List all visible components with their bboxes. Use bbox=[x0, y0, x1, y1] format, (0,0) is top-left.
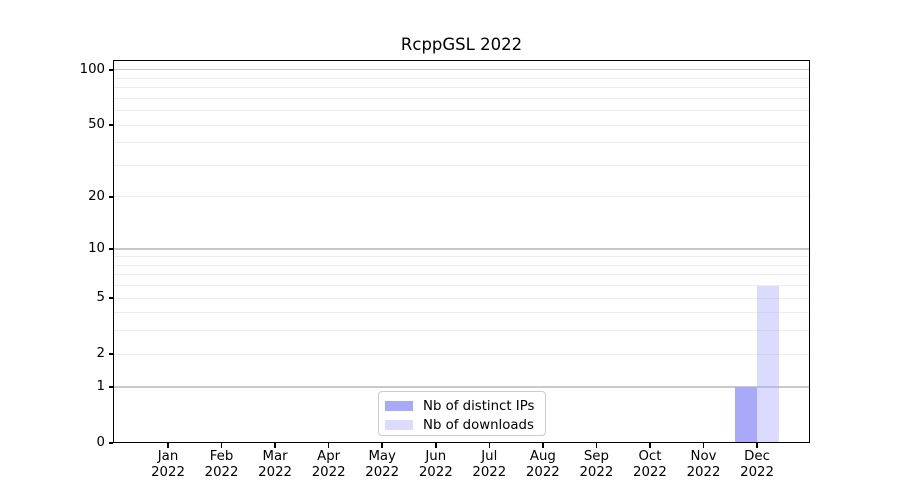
x-tick-label: Jan 2022 bbox=[151, 449, 185, 480]
y-tick-mark bbox=[108, 386, 113, 388]
legend-item-distinct-ips: Nb of distinct IPs bbox=[379, 397, 545, 415]
gridline-minor bbox=[113, 77, 810, 79]
x-tick-mark bbox=[220, 443, 223, 448]
gridline-minor bbox=[113, 274, 810, 276]
y-tick-label: 0 bbox=[96, 435, 105, 450]
gridline-minor bbox=[113, 97, 810, 99]
x-tick-label: Dec 2022 bbox=[740, 449, 774, 480]
x-tick-mark bbox=[702, 443, 705, 448]
gridline-minor bbox=[113, 110, 810, 112]
legend-swatch-distinct-ips bbox=[385, 400, 413, 412]
gridline-minor bbox=[113, 124, 810, 126]
gridline-minor bbox=[113, 312, 810, 314]
x-tick-label: Sep 2022 bbox=[579, 449, 614, 480]
y-tick-mark bbox=[108, 442, 113, 444]
legend: Nb of distinct IPs Nb of downloads bbox=[378, 391, 546, 436]
y-tick-label: 10 bbox=[88, 241, 105, 257]
gridline-major bbox=[113, 248, 810, 250]
chart-title: RcppGSL 2022 bbox=[400, 35, 523, 54]
y-tick-mark bbox=[108, 68, 113, 71]
x-tick-label: Jun 2022 bbox=[418, 449, 453, 480]
y-tick-mark bbox=[108, 124, 113, 126]
y-tick-label: 1 bbox=[96, 378, 105, 394]
y-tick-label: 5 bbox=[96, 290, 105, 306]
y-tick-label: 100 bbox=[79, 61, 105, 77]
gridline-minor bbox=[113, 330, 810, 332]
legend-label-downloads: Nb of downloads bbox=[423, 417, 534, 433]
x-tick-label: Oct 2022 bbox=[633, 449, 667, 480]
gridline-major bbox=[113, 386, 810, 388]
gridline-minor bbox=[113, 256, 810, 258]
plot-area: Nb of distinct IPs Nb of downloads bbox=[113, 60, 810, 443]
gridline-minor bbox=[113, 196, 810, 198]
x-tick-label: Aug 2022 bbox=[525, 449, 560, 480]
x-tick-mark bbox=[649, 443, 651, 448]
x-tick-mark bbox=[756, 443, 758, 448]
y-tick-mark bbox=[108, 297, 113, 299]
y-tick-mark bbox=[108, 248, 113, 250]
legend-swatch-downloads bbox=[385, 419, 413, 431]
gridline-minor bbox=[113, 285, 810, 287]
x-tick-mark bbox=[167, 443, 169, 448]
x-tick-label: May 2022 bbox=[365, 449, 400, 480]
bar-distinct-ips bbox=[735, 386, 758, 443]
legend-label-distinct-ips: Nb of distinct IPs bbox=[423, 398, 535, 414]
gridline-minor bbox=[113, 264, 810, 266]
x-tick-label: Apr 2022 bbox=[311, 449, 346, 480]
y-tick-mark bbox=[108, 353, 113, 355]
gridline-minor bbox=[113, 142, 810, 144]
x-tick-label: Feb 2022 bbox=[204, 449, 239, 480]
x-tick-mark bbox=[274, 443, 276, 448]
x-tick-mark bbox=[488, 443, 491, 448]
x-tick-mark bbox=[327, 443, 330, 448]
bar-downloads bbox=[757, 285, 780, 443]
gridline-minor bbox=[113, 353, 810, 355]
y-tick-label: 20 bbox=[88, 188, 105, 204]
gridline-minor bbox=[113, 87, 810, 89]
y-tick-label: 2 bbox=[96, 346, 105, 362]
x-tick-mark bbox=[381, 443, 383, 448]
x-tick-label: Mar 2022 bbox=[258, 449, 293, 480]
x-tick-label: Nov 2022 bbox=[686, 449, 721, 480]
y-tick-label: 50 bbox=[88, 117, 105, 133]
x-tick-mark bbox=[542, 443, 544, 448]
gridline-minor bbox=[113, 297, 810, 299]
x-tick-mark bbox=[434, 443, 437, 448]
gridline-major bbox=[113, 69, 810, 71]
y-tick-mark bbox=[108, 196, 113, 198]
x-tick-mark bbox=[595, 443, 598, 448]
gridline-minor bbox=[113, 164, 810, 166]
x-tick-label: Jul 2022 bbox=[472, 449, 507, 480]
legend-item-downloads: Nb of downloads bbox=[379, 416, 545, 434]
